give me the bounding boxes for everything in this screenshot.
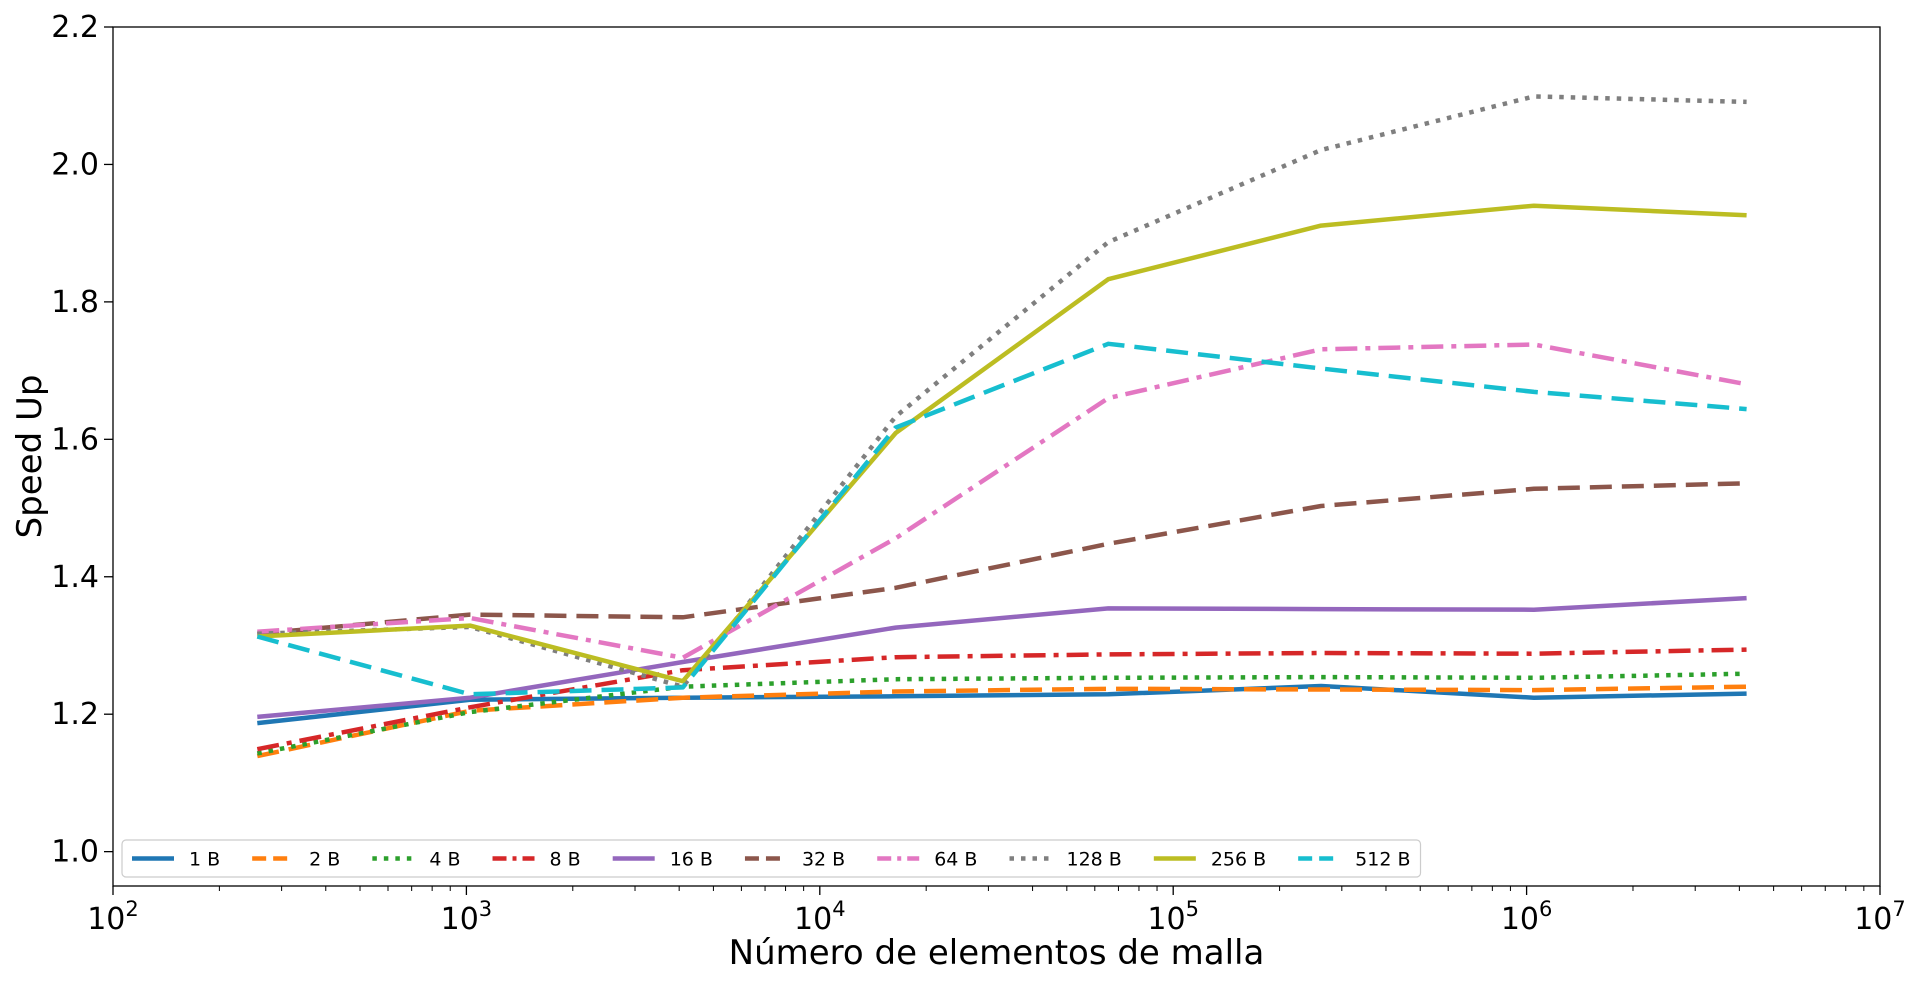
legend-label-1: 2 B — [309, 849, 340, 871]
series-layer — [256, 94, 1748, 759]
series-line-6 — [257, 342, 1748, 661]
series-line-4 — [257, 595, 1747, 720]
legend-label-8: 256 B — [1211, 849, 1266, 871]
series-line-8 — [257, 203, 1747, 684]
legend-label-4: 16 B — [670, 849, 713, 871]
y-tick-label: 2.0 — [51, 147, 99, 182]
x-tick-exponent: 4 — [832, 897, 845, 921]
y-tick-label: 1.8 — [51, 285, 99, 320]
y-axis-label: Speed Up — [10, 375, 50, 539]
x-tick-base: 10 — [1147, 902, 1185, 937]
y-tick-label: 1.0 — [51, 835, 99, 870]
x-tick-exponent: 6 — [1539, 897, 1552, 921]
x-tick-base: 10 — [87, 902, 125, 937]
x-tick-label: 106 — [1501, 897, 1553, 937]
x-tick-base: 10 — [441, 902, 479, 937]
x-tick-label: 105 — [1147, 897, 1199, 937]
y-tick-label: 1.4 — [51, 560, 99, 595]
legend-label-2: 4 B — [429, 849, 460, 871]
legend-label-5: 32 B — [802, 849, 845, 871]
y-tick-label: 1.2 — [51, 697, 99, 732]
x-tick-label: 102 — [87, 897, 139, 937]
legend-label-9: 512 B — [1355, 849, 1410, 871]
x-tick-exponent: 7 — [1892, 897, 1905, 921]
y-tick-label: 1.6 — [51, 422, 99, 457]
x-tick-exponent: 2 — [125, 897, 138, 921]
x-tick-base: 10 — [1501, 902, 1539, 937]
legend-label-3: 8 B — [550, 849, 581, 871]
x-tick-label: 104 — [794, 897, 846, 937]
series-line-2 — [256, 671, 1747, 756]
series-line-0 — [257, 683, 1747, 726]
legend-label-7: 128 B — [1066, 849, 1121, 871]
x-tick-exponent: 3 — [479, 897, 492, 921]
x-tick-base: 10 — [1854, 902, 1892, 937]
series-line-3 — [256, 647, 1747, 752]
plot-frame — [112, 26, 1881, 887]
series-line-9 — [256, 341, 1747, 697]
x-tick-label: 107 — [1854, 897, 1906, 937]
x-tick-label: 103 — [441, 897, 493, 937]
y-tick-label: 2.2 — [51, 10, 99, 45]
legend-label-6: 64 B — [934, 849, 977, 871]
series-line-5 — [257, 481, 1747, 637]
x-tick-exponent: 5 — [1186, 897, 1199, 921]
legend: 1 B 2 B 4 B 8 B 16 B 32 B 64 B 128 B 256 B 512 B — [121, 839, 1422, 878]
x-axis-label: Número de elementos de malla — [729, 933, 1265, 973]
x-tick-base: 10 — [794, 902, 832, 937]
legend-label-0: 1 B — [189, 849, 220, 871]
series-line-1 — [256, 684, 1747, 759]
